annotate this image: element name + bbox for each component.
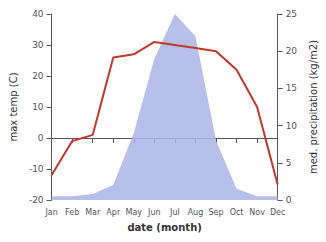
svg-text:Dec: Dec (270, 208, 285, 217)
svg-text:20: 20 (32, 71, 44, 81)
svg-text:Feb: Feb (65, 208, 79, 217)
svg-text:-20: -20 (29, 195, 44, 205)
svg-text:Apr: Apr (106, 208, 121, 217)
svg-text:0: 0 (286, 195, 292, 205)
svg-text:max temp (C): max temp (C) (8, 72, 19, 141)
svg-text:0: 0 (38, 133, 44, 143)
svg-text:5: 5 (286, 158, 292, 168)
svg-text:10: 10 (286, 121, 298, 131)
svg-text:25: 25 (286, 9, 297, 19)
svg-text:May: May (126, 208, 143, 217)
svg-text:date (month): date (month) (127, 222, 201, 233)
svg-text:30: 30 (32, 40, 44, 50)
svg-text:10: 10 (32, 102, 44, 112)
svg-text:Jul: Jul (169, 208, 180, 217)
svg-text:-10: -10 (29, 164, 44, 174)
svg-text:20: 20 (286, 46, 298, 56)
svg-text:Aug: Aug (188, 208, 204, 217)
svg-text:40: 40 (32, 9, 44, 19)
svg-text:Oct: Oct (230, 208, 244, 217)
svg-text:Jun: Jun (147, 208, 161, 217)
svg-text:Mar: Mar (85, 208, 101, 217)
svg-text:Nov: Nov (249, 208, 265, 217)
svg-text:15: 15 (286, 83, 297, 93)
svg-text:Jan: Jan (44, 208, 57, 217)
svg-text:Sep: Sep (208, 208, 223, 217)
svg-text:med. precipitation (kg/m2): med. precipitation (kg/m2) (308, 40, 319, 174)
